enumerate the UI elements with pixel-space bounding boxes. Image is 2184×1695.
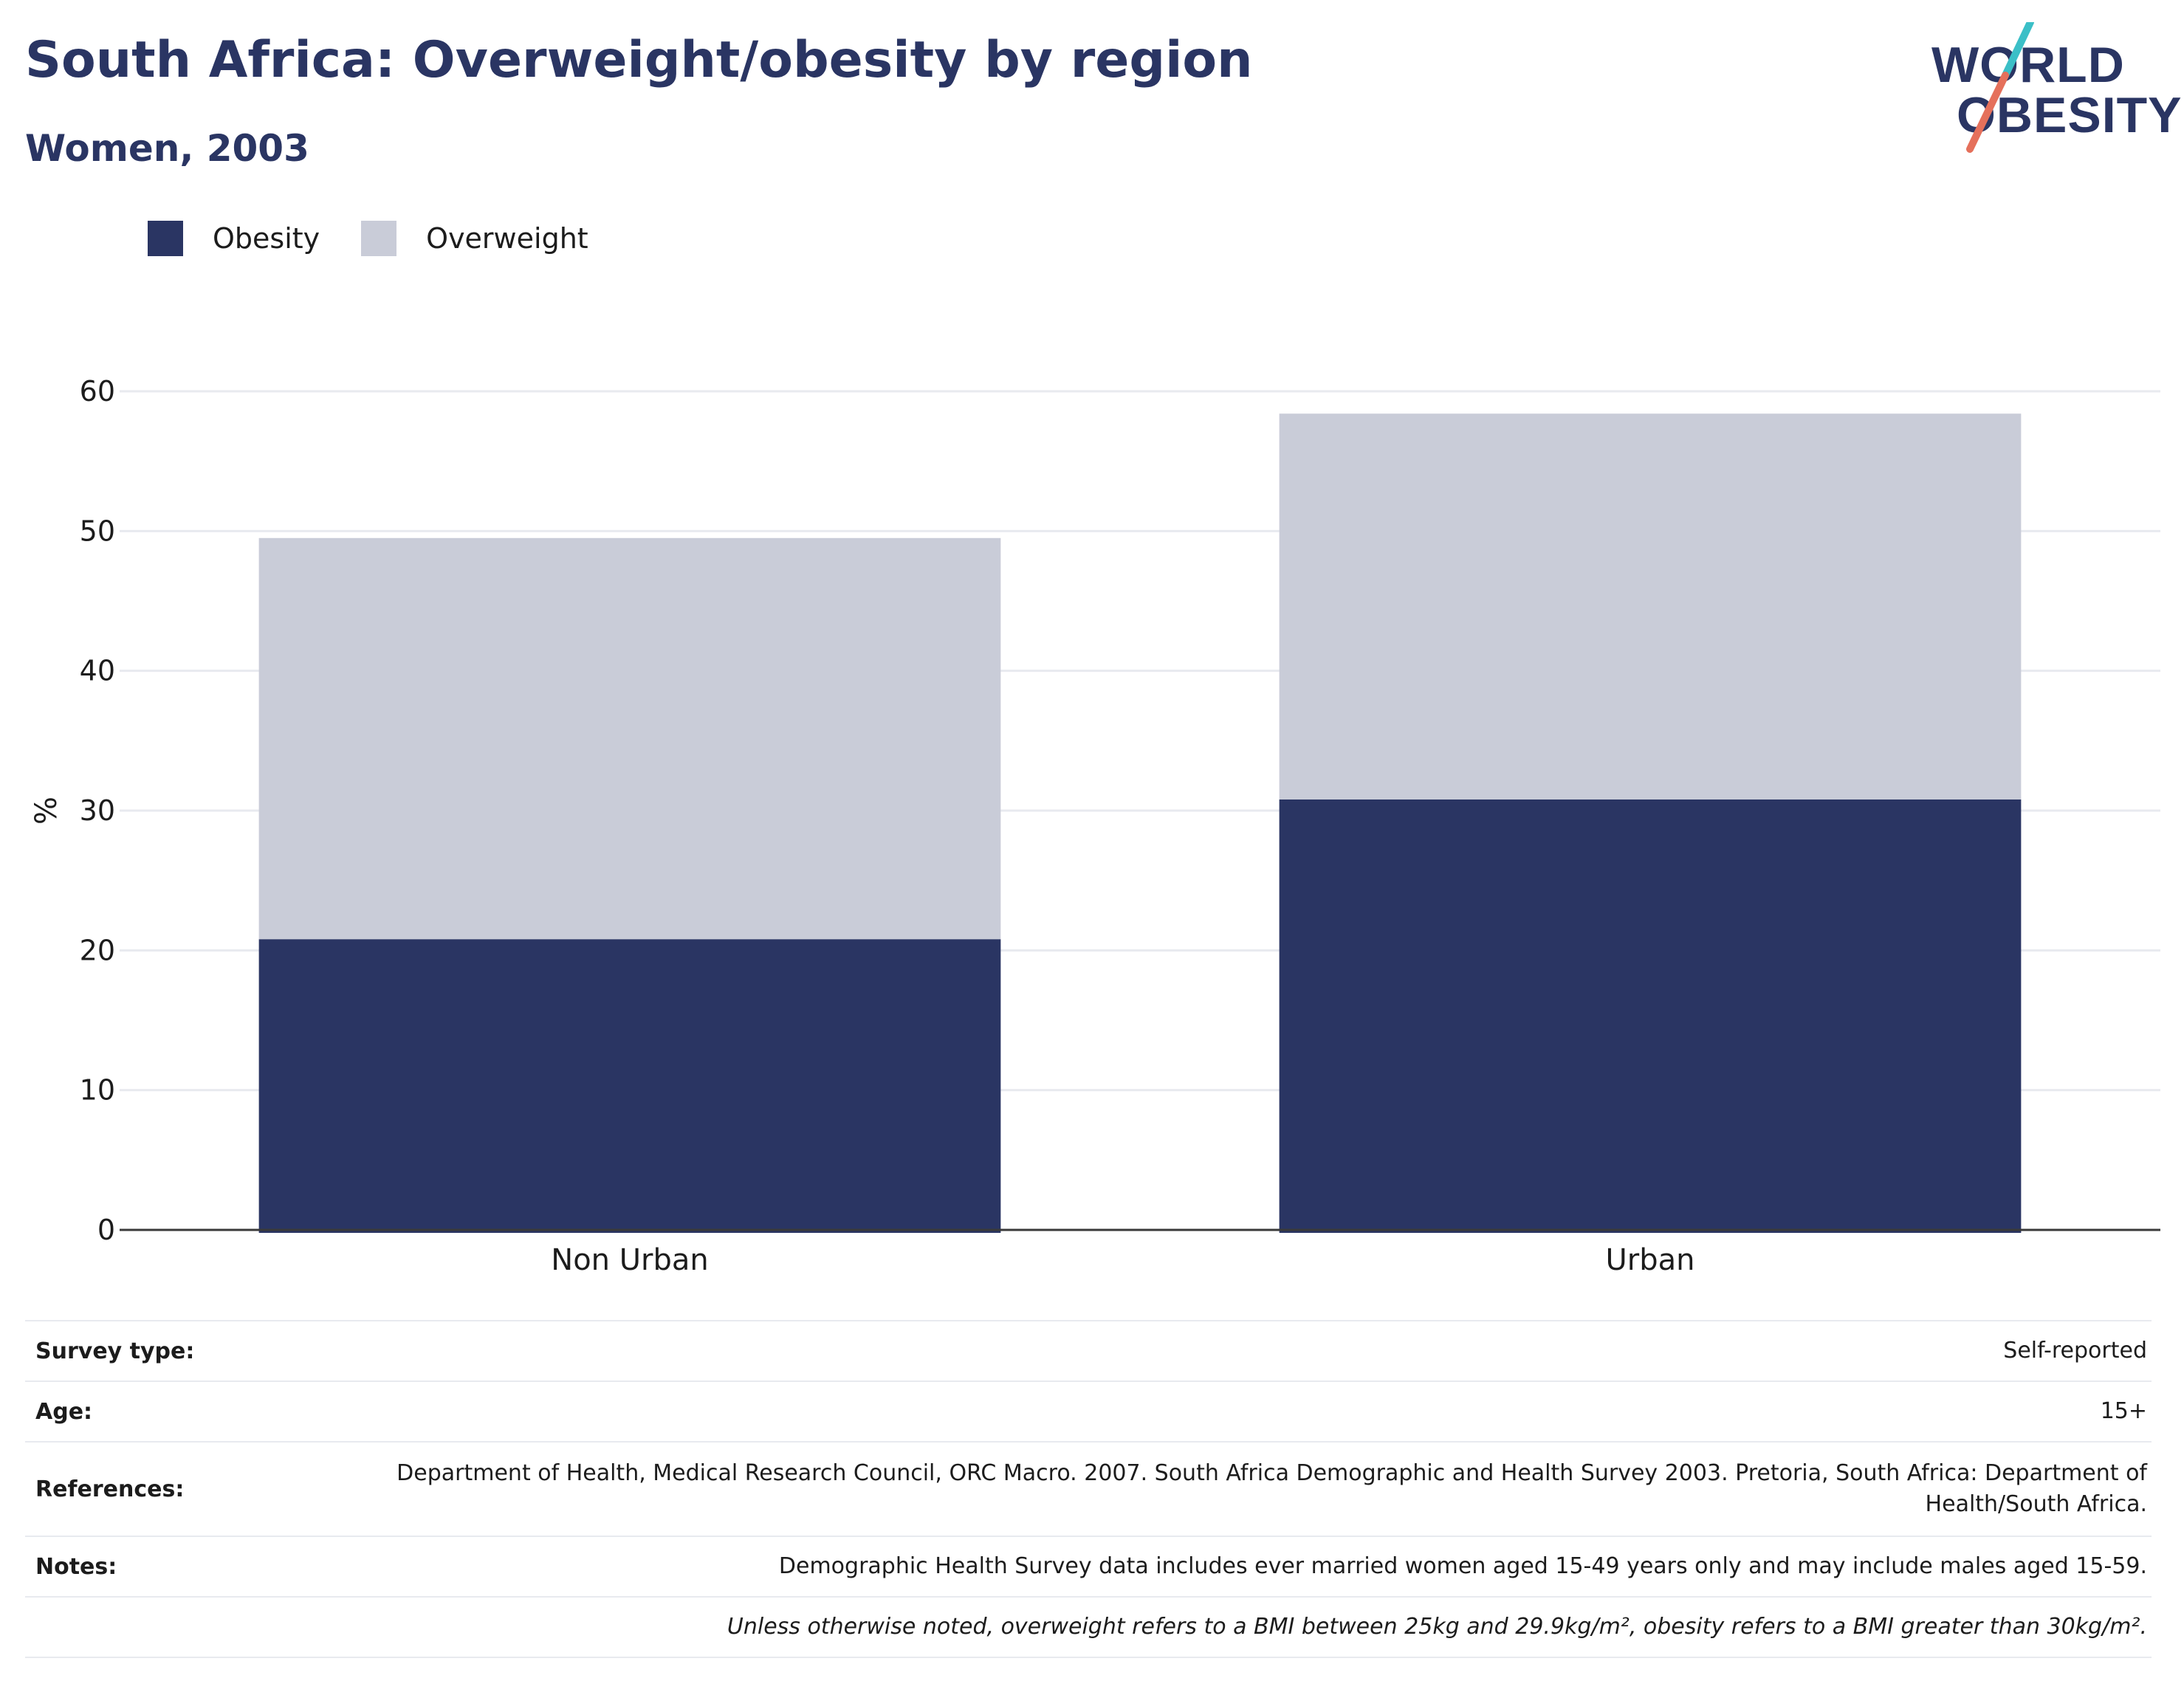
info-key-age: Age: bbox=[25, 1381, 331, 1442]
info-value-age: 15+ bbox=[331, 1381, 2152, 1442]
legend-item-overweight[interactable]: Overweight bbox=[361, 221, 588, 256]
legend-label-overweight: Overweight bbox=[426, 222, 588, 255]
info-value-definition: Unless otherwise noted, overweight refer… bbox=[331, 1596, 2152, 1658]
x-tick-label: Urban bbox=[1606, 1243, 1695, 1277]
info-key-survey-type: Survey type: bbox=[25, 1320, 331, 1381]
info-row-definition: Unless otherwise noted, overweight refer… bbox=[25, 1596, 2152, 1658]
legend-label-obesity: Obesity bbox=[213, 222, 320, 255]
logo-line-1: WORLD bbox=[1931, 37, 2125, 93]
y-tick-label: 0 bbox=[97, 1214, 115, 1246]
y-tick-label: 10 bbox=[80, 1074, 115, 1107]
info-row-references: References: Department of Health, Medica… bbox=[25, 1441, 2152, 1536]
y-axis-label: % bbox=[30, 797, 63, 825]
info-key-definition bbox=[25, 1596, 331, 1658]
info-key-notes: Notes: bbox=[25, 1536, 331, 1597]
y-tick-label: 50 bbox=[80, 515, 115, 547]
survey-info-table: Survey type: Self-reported Age: 15+ Refe… bbox=[25, 1320, 2152, 1658]
info-value-survey-type: Self-reported bbox=[331, 1320, 2152, 1381]
bar-overweight-non-urban bbox=[258, 537, 1001, 940]
y-tick-label: 30 bbox=[80, 794, 115, 827]
bar-obesity-urban bbox=[1279, 799, 2022, 1233]
info-row-survey-type: Survey type: Self-reported bbox=[25, 1320, 2152, 1381]
legend-swatch-obesity bbox=[148, 221, 183, 256]
x-tick-label: Non Urban bbox=[551, 1243, 708, 1277]
chart-title: South Africa: Overweight/obesity by regi… bbox=[25, 31, 1253, 89]
bar-obesity-non-urban bbox=[258, 939, 1001, 1233]
logo-slash-icon bbox=[1966, 22, 2034, 153]
legend-swatch-overweight bbox=[361, 221, 397, 256]
y-tick-label: 20 bbox=[80, 934, 115, 966]
info-row-age: Age: 15+ bbox=[25, 1381, 2152, 1442]
info-key-references: References: bbox=[25, 1441, 331, 1536]
y-tick-label: 60 bbox=[80, 375, 115, 408]
chart-subtitle: Women, 2003 bbox=[25, 127, 309, 170]
info-value-references: Department of Health, Medical Research C… bbox=[331, 1441, 2152, 1536]
stacked-bar-chart: 0 10 20 30 40 50 60% Non Urban Urban bbox=[30, 375, 2160, 1277]
bar-overweight-urban bbox=[1279, 413, 2022, 800]
world-obesity-logo: WORLD OBESITY bbox=[1920, 22, 2182, 155]
y-tick-label: 40 bbox=[80, 655, 115, 687]
legend-item-obesity[interactable]: Obesity bbox=[148, 221, 320, 256]
chart-legend: Obesity Overweight bbox=[148, 220, 630, 257]
info-value-notes: Demographic Health Survey data includes … bbox=[331, 1536, 2152, 1597]
info-row-notes: Notes: Demographic Health Survey data in… bbox=[25, 1536, 2152, 1597]
